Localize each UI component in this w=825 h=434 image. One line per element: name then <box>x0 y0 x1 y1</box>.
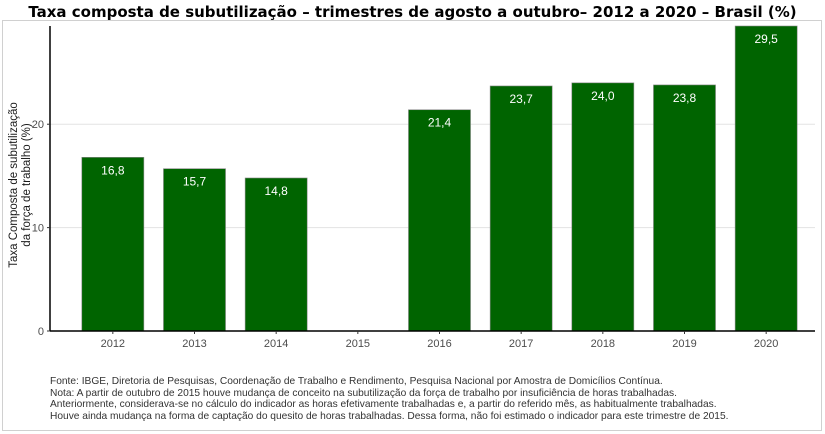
bar-value-label-2017: 23,7 <box>509 92 533 106</box>
chart-title: Taxa composta de subutilização – trimest… <box>28 3 797 21</box>
y-tick-label: 10 <box>32 223 44 235</box>
bar-2018 <box>571 82 635 332</box>
y-axis-label-line-1: Taxa Composta de subutilização <box>8 102 20 268</box>
x-tick-label-2019: 2019 <box>672 338 696 350</box>
source-note: Fonte: IBGE, Diretoria de Pesquisas, Coo… <box>50 376 663 387</box>
concept-note-2: Anteriormente, considerava-se no cálculo… <box>50 399 717 411</box>
x-tick-label-2016: 2016 <box>427 338 451 350</box>
bar-2020 <box>734 25 798 332</box>
x-ticks: 2012 2013 2014 2015 2016 2017 2018 2019 2020 <box>101 331 778 350</box>
x-tick-label-2017: 2017 <box>509 338 533 350</box>
bar-value-label-2020: 29,5 <box>754 32 778 46</box>
axes <box>49 26 815 332</box>
bar-value-label-2013: 15,7 <box>183 175 207 189</box>
bars: 16,8 15,7 14,8 21,4 23,7 24,0 23,8 29,5 <box>81 25 798 332</box>
bar-2019 <box>653 84 716 332</box>
x-tick-label-2013: 2013 <box>182 338 206 350</box>
bar-2012 <box>81 157 145 332</box>
bar-2014 <box>244 177 308 332</box>
x-tick-label-2020: 2020 <box>754 338 778 350</box>
chart-frame <box>2 20 822 431</box>
x-tick-label-2014: 2014 <box>264 338 288 350</box>
y-tick-label: 20 <box>32 119 44 131</box>
x-tick-label-2012: 2012 <box>101 338 125 350</box>
x-tick-label-2015: 2015 <box>346 338 370 350</box>
bar-value-label-2018: 24,0 <box>591 89 615 103</box>
y-tick-label: 0 <box>38 326 44 338</box>
bar-2017 <box>489 85 553 332</box>
bar-value-label-2016: 21,4 <box>428 116 452 130</box>
chart-notes: Fonte: IBGE, Diretoria de Pesquisas, Coo… <box>50 376 820 422</box>
concept-note-1: Nota: A partir de outubro de 2015 houve … <box>50 387 677 399</box>
bar-2016 <box>408 109 471 332</box>
bar-value-label-2014: 14,8 <box>264 184 288 198</box>
x-tick-label-2018: 2018 <box>591 338 615 350</box>
bar-2013 <box>163 168 226 332</box>
bar-value-label-2019: 23,8 <box>673 91 697 105</box>
y-ticks: 0 10 20 <box>32 119 50 338</box>
concept-note-3: Houve ainda mudança na forma de captação… <box>50 410 729 422</box>
y-axis-label-line-2: da força de trabalho (%) <box>21 123 33 247</box>
bar-value-label-2012: 16,8 <box>101 163 125 177</box>
